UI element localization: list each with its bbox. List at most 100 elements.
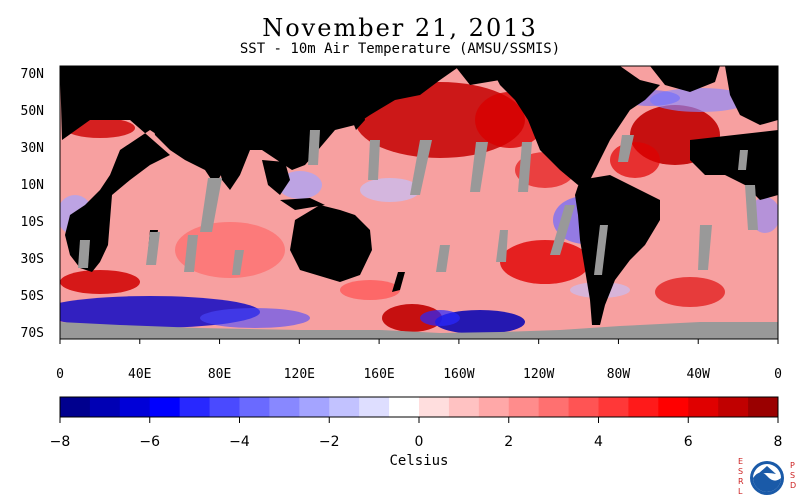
gap-16: [436, 245, 450, 272]
land-greenland: [650, 66, 720, 92]
colorbar-cell-23: [748, 397, 779, 417]
colorbar-cell-0: [60, 397, 91, 417]
gap-11: [698, 225, 712, 270]
land-west-africa: [690, 130, 778, 200]
gap-3: [470, 142, 488, 192]
svg-text:D: D: [790, 481, 796, 490]
lon-label-1: 40E: [128, 367, 151, 382]
colorbar-cell-17: [568, 397, 599, 417]
colorbar-cell-16: [538, 397, 570, 417]
colorbar-label-4: 0: [415, 434, 424, 450]
map-ticks: [59, 339, 779, 344]
land-southeast-asia: [262, 160, 290, 195]
land-europe-east: [725, 66, 778, 125]
colorbar-label-8: 8: [774, 434, 783, 450]
warm-patch-northwest-atlantic: [610, 142, 660, 178]
svg-text:L: L: [738, 487, 743, 496]
colorbar-label-6: 4: [594, 434, 603, 450]
map-area: [60, 66, 778, 339]
colorbar-cell-5: [209, 397, 240, 417]
latitude-labels: 70N 50N 30N 10N 10S 30S 50S 70S: [21, 67, 44, 341]
colorbar-cell-6: [239, 397, 270, 417]
gap-12: [146, 232, 160, 265]
colorbar-cell-9: [329, 397, 360, 417]
lon-label-9: 0: [774, 367, 782, 382]
warm-patch-south-pacific: [500, 240, 590, 284]
colorbar-cell-8: [299, 397, 330, 417]
lon-label-3: 120E: [284, 367, 315, 382]
gap-15: [78, 240, 90, 268]
colorbar-ticks: [59, 417, 779, 423]
colorbar-cell-21: [688, 397, 719, 417]
warm-patch-southern-ocean-east: [655, 277, 725, 307]
lon-label-0: 0: [56, 367, 64, 382]
noaa-emblem-icon: [750, 461, 784, 495]
warm-patch-north-pacific: [355, 82, 525, 158]
land-japan: [350, 105, 365, 130]
land-north-america: [490, 66, 660, 185]
warm-patch-indian-ocean: [175, 222, 285, 278]
colorbar-cell-18: [598, 397, 629, 417]
colorbar-cell-22: [718, 397, 749, 417]
warm-patch-south-atlantic: [60, 270, 140, 294]
warm-patch-southwest-pacific: [382, 304, 442, 332]
colorbar-cell-3: [149, 397, 181, 417]
gap-14: [232, 250, 244, 275]
colorbar-tick-labels: −8 −6 −4 −2 0 2 4 6 8: [50, 434, 783, 450]
svg-text:R: R: [738, 477, 744, 486]
lat-label-50n: 50N: [21, 104, 44, 119]
svg-text:P: P: [790, 461, 795, 470]
lat-label-70s: 70S: [21, 326, 44, 341]
gap-10: [745, 185, 758, 230]
gap-13: [184, 235, 198, 272]
svg-text:S: S: [790, 471, 795, 480]
gap-17: [496, 230, 508, 262]
colorbar-label-3: −2: [319, 434, 340, 450]
colorbar: −8 −6 −4 −2 0 2 4 6 8 Celsius: [50, 396, 783, 469]
colorbar-cell-11: [389, 397, 420, 417]
lat-label-50s: 50S: [21, 289, 44, 304]
gap-7: [550, 205, 575, 255]
colorbar-label-2: −4: [229, 434, 250, 450]
gap-8: [594, 225, 608, 275]
lat-label-70n: 70N: [21, 67, 44, 82]
land-indonesia: [280, 198, 325, 210]
warm-patch-tasman: [340, 280, 400, 300]
gap-6: [308, 130, 320, 165]
gap-2: [410, 140, 432, 195]
colorbar-cell-15: [508, 397, 540, 417]
logo-left-letters: E S R L: [738, 457, 744, 496]
antarctic-ice: [60, 322, 778, 339]
land-new-zealand: [392, 272, 405, 292]
lon-label-4: 160E: [363, 367, 394, 382]
lon-label-5: 160W: [443, 367, 474, 382]
colorbar-label-5: 2: [504, 434, 513, 450]
lat-label-10s: 10S: [21, 215, 44, 230]
cool-patch-southern-indian-east: [200, 308, 310, 328]
svg-text:S: S: [738, 467, 743, 476]
colorbar-cell-13: [448, 397, 480, 417]
map-frame: [59, 65, 779, 340]
lon-label-8: 40W: [686, 367, 710, 382]
gap-4: [518, 142, 532, 192]
cool-patch-south-pacific-west: [420, 310, 460, 326]
page-title: November 21, 2013: [262, 14, 538, 42]
colorbar-cells: [60, 397, 779, 417]
ice-and-no-data: [60, 130, 778, 339]
colorbar-label-0: −8: [50, 434, 71, 450]
colorbar-label-1: −6: [139, 434, 160, 450]
colorbar-title: Celsius: [389, 453, 448, 469]
lon-label-6: 120W: [523, 367, 554, 382]
page-subtitle: SST - 10m Air Temperature (AMSU/SSMIS): [239, 41, 561, 57]
land-india: [215, 150, 250, 190]
colorbar-cell-19: [628, 397, 659, 417]
colorbar-cell-20: [658, 397, 689, 417]
lon-label-7: 80W: [607, 367, 631, 382]
longitude-labels: 0 40E 80E 120E 160E 160W 120W 80W 40W 0: [56, 367, 782, 382]
gap-1: [200, 178, 222, 232]
gap-9: [618, 135, 634, 162]
gap-18: [738, 150, 748, 170]
lat-label-30s: 30S: [21, 252, 44, 267]
cool-patch-central-pacific: [360, 178, 420, 202]
land-alaska: [455, 66, 500, 85]
